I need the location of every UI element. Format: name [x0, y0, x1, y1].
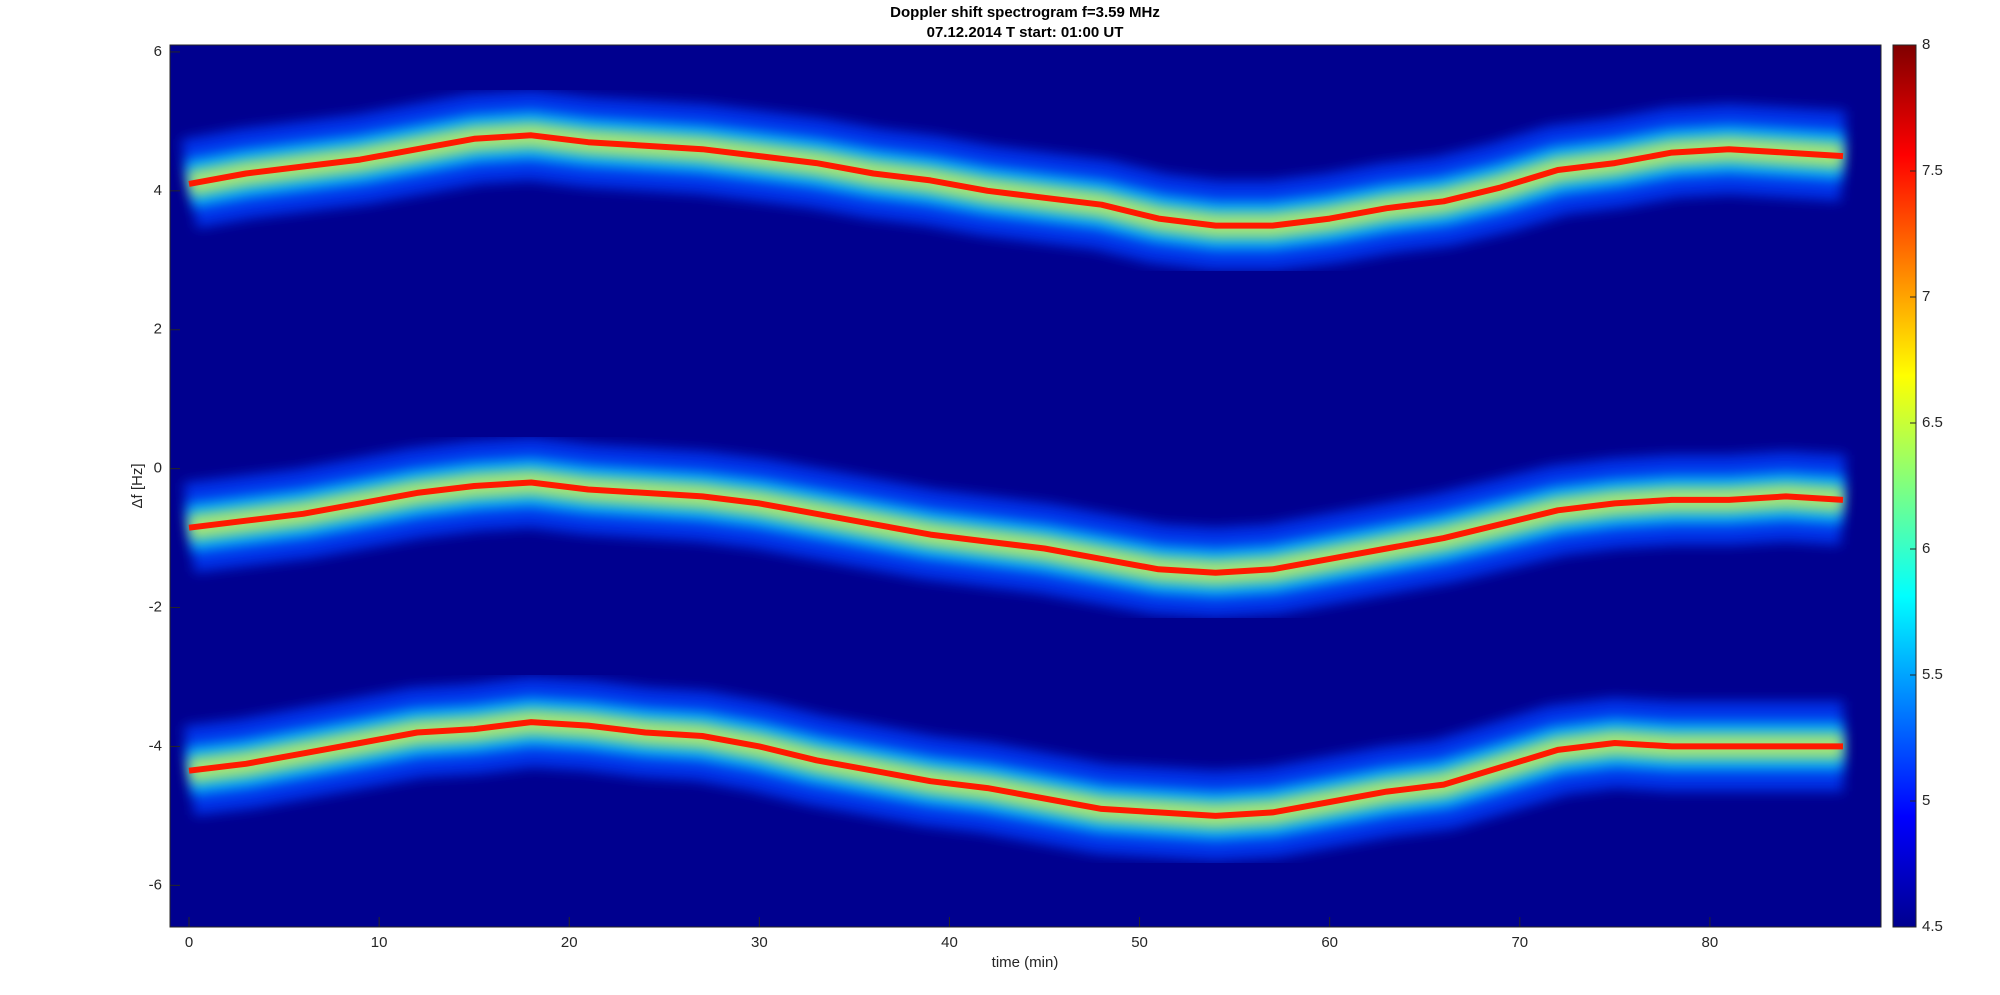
colorbar-tick-label: 7	[1922, 288, 1930, 305]
colorbar-tick-label: 7.5	[1922, 162, 1943, 179]
plot-frame	[169, 44, 1882, 928]
spectral-trace	[188, 719, 1843, 819]
y-tick-label: -6	[149, 876, 162, 893]
spectrogram-traces	[180, 90, 1846, 861]
colorbar-tick-label: 8	[1922, 36, 1930, 53]
x-tick-label: 0	[185, 934, 193, 951]
y-tick-label: 4	[154, 182, 162, 199]
x-tick-label: 10	[371, 934, 388, 951]
x-tick-label: 30	[751, 934, 768, 951]
colorbar-tick-label: 5	[1922, 792, 1930, 809]
x-tick-label: 40	[941, 934, 958, 951]
colorbar-tick-label: 6	[1922, 540, 1930, 557]
x-tick-label: 80	[1702, 934, 1719, 951]
chart-subtitle: 07.12.2014 T start: 01:00 UT	[927, 24, 1124, 41]
spectral-trace	[188, 132, 1844, 229]
spectral-trace	[188, 479, 1844, 576]
x-tick-label: 20	[561, 934, 578, 951]
y-tick-label: 6	[154, 43, 162, 60]
y-tick-label: 0	[154, 460, 162, 477]
colorbar	[1892, 44, 1917, 928]
x-tick-label: 70	[1511, 934, 1528, 951]
x-tick-label: 60	[1321, 934, 1338, 951]
y-tick-label: 2	[154, 321, 162, 338]
colorbar-tick-label: 5.5	[1922, 666, 1943, 683]
x-tick-label: 50	[1131, 934, 1148, 951]
chart-title: Doppler shift spectrogram f=3.59 MHz	[890, 4, 1160, 21]
y-tick-label: -4	[149, 737, 162, 754]
y-axis-label: Δf [Hz]	[129, 463, 146, 508]
y-tick-label: -2	[149, 599, 162, 616]
colorbar-tick-label: 6.5	[1922, 414, 1943, 431]
x-axis-label: time (min)	[992, 954, 1059, 971]
colorbar-tick-label: 4.5	[1922, 918, 1943, 935]
